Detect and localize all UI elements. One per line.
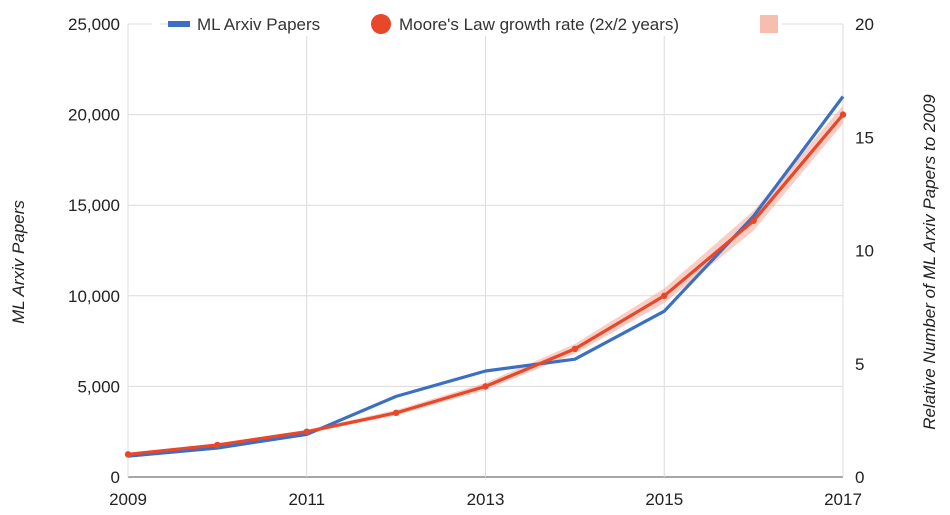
y-right-tick-label: 5 [855, 355, 864, 374]
x-tick-label: 2017 [824, 490, 862, 509]
y-right-tick-label: 20 [855, 15, 874, 34]
data-point [661, 292, 668, 299]
y-tick-label: 0 [111, 468, 120, 487]
data-point [571, 345, 579, 353]
legend-label-1: Moore's Law growth rate (2x/2 years) [399, 15, 679, 34]
y-axis-right-title: Relative Number of ML Arxiv Papers to 20… [920, 94, 939, 430]
data-point [124, 451, 132, 458]
y-tick-label: 20,000 [68, 106, 120, 125]
data-point [750, 217, 757, 224]
legend: ML Arxiv Papers Moore's Law growth rate (… [152, 12, 782, 36]
legend-swatch-0 [168, 21, 190, 27]
legend-swatch-1 [371, 14, 391, 34]
legend-background [152, 12, 782, 36]
y-right-tick-label: 15 [855, 128, 874, 147]
data-point [303, 428, 310, 435]
data-point [839, 111, 847, 118]
legend-swatch-band [760, 15, 778, 33]
y-right-tick-label: 0 [855, 468, 864, 487]
gridlines [127, 23, 844, 478]
data-point [214, 441, 221, 449]
y-tick-label: 5,000 [77, 377, 120, 396]
x-tick-label: 2009 [109, 490, 147, 509]
y-right-tick-label: 10 [855, 242, 874, 261]
y-axis-title: ML Arxiv Papers [9, 200, 28, 324]
data-series [124, 95, 847, 458]
y-tick-label: 10,000 [68, 287, 120, 306]
axes: 0 5,000 10,000 15,000 20,000 25,000 0 5 10 15 20 20… [68, 15, 874, 509]
x-tick-label: 2013 [467, 490, 505, 509]
legend-label-0: ML Arxiv Papers [197, 15, 320, 34]
data-point [482, 383, 489, 390]
y-tick-label: 25,000 [68, 15, 120, 34]
x-tick-label: 2011 [288, 490, 325, 509]
data-point [392, 409, 400, 417]
y-tick-label: 15,000 [68, 196, 120, 215]
x-tick-label: 2015 [645, 490, 683, 509]
